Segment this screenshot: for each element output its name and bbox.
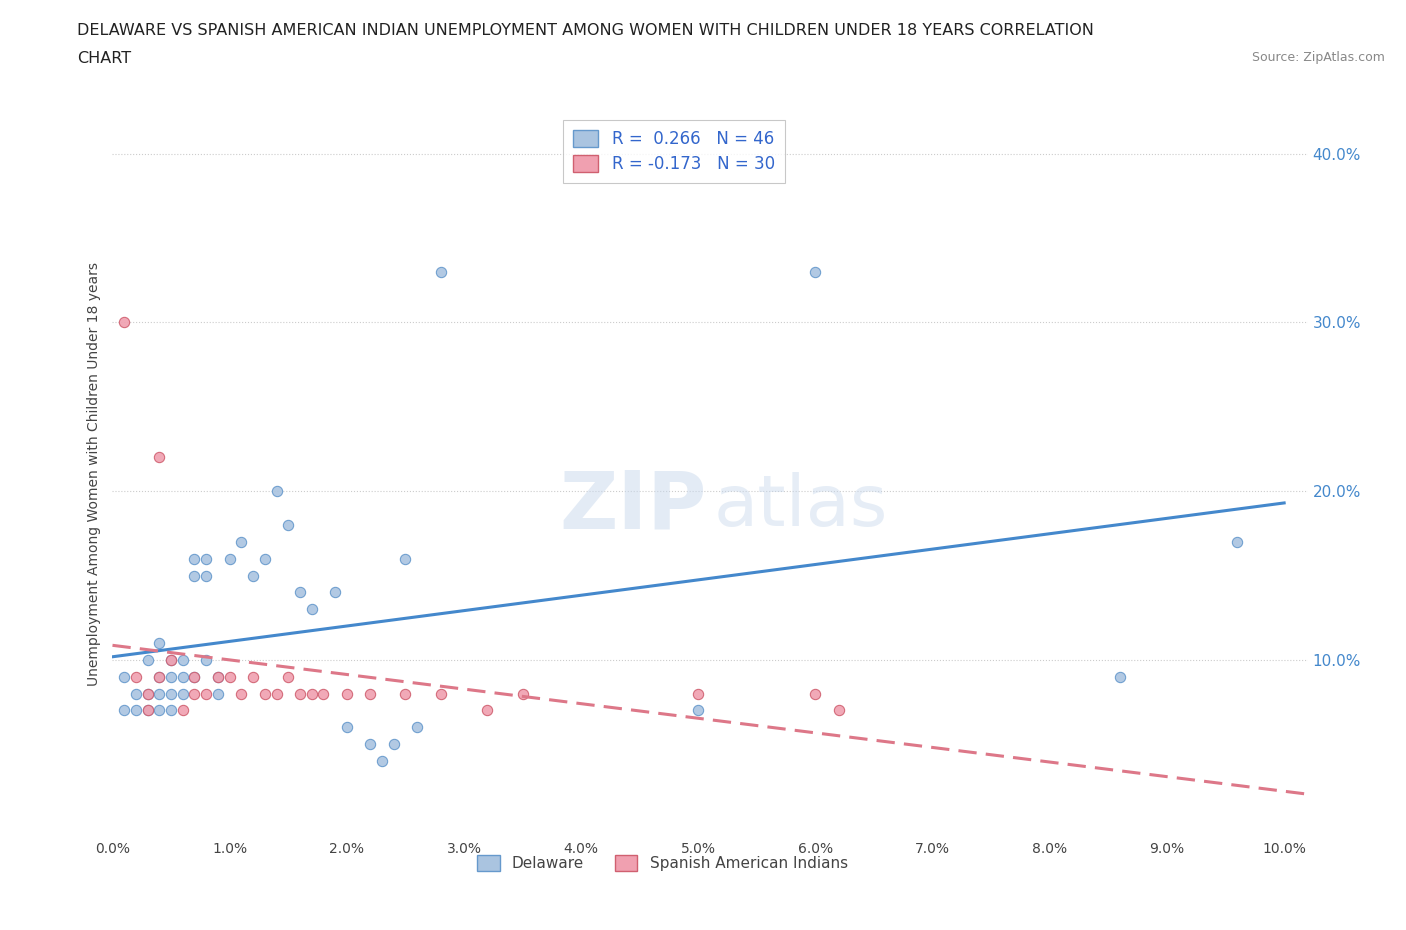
- Point: [336, 720, 359, 735]
- Point: [301, 686, 323, 701]
- Point: [429, 686, 451, 701]
- Point: [160, 653, 183, 668]
- Point: [253, 551, 276, 566]
- Point: [1226, 535, 1249, 550]
- Point: [148, 635, 170, 650]
- Point: [207, 686, 229, 701]
- Point: [218, 670, 240, 684]
- Point: [172, 703, 194, 718]
- Text: DELAWARE VS SPANISH AMERICAN INDIAN UNEMPLOYMENT AMONG WOMEN WITH CHILDREN UNDER: DELAWARE VS SPANISH AMERICAN INDIAN UNEM…: [77, 23, 1094, 38]
- Point: [160, 703, 183, 718]
- Point: [253, 686, 276, 701]
- Point: [277, 517, 299, 532]
- Point: [277, 670, 299, 684]
- Point: [207, 670, 229, 684]
- Point: [136, 653, 159, 668]
- Point: [195, 568, 218, 583]
- Point: [148, 670, 170, 684]
- Point: [1109, 670, 1132, 684]
- Point: [688, 686, 710, 701]
- Point: [112, 670, 135, 684]
- Point: [148, 450, 170, 465]
- Point: [242, 568, 264, 583]
- Point: [207, 670, 229, 684]
- Point: [512, 686, 534, 701]
- Point: [183, 551, 205, 566]
- Point: [183, 670, 205, 684]
- Point: [125, 686, 148, 701]
- Point: [183, 568, 205, 583]
- Point: [382, 737, 405, 751]
- Point: [242, 670, 264, 684]
- Point: [266, 686, 288, 701]
- Point: [136, 686, 159, 701]
- Point: [160, 686, 183, 701]
- Point: [125, 670, 148, 684]
- Text: ZIP: ZIP: [560, 468, 706, 546]
- Text: Source: ZipAtlas.com: Source: ZipAtlas.com: [1251, 51, 1385, 64]
- Point: [301, 602, 323, 617]
- Point: [394, 551, 416, 566]
- Point: [195, 551, 218, 566]
- Point: [183, 686, 205, 701]
- Point: [359, 686, 381, 701]
- Point: [112, 315, 135, 330]
- Point: [148, 670, 170, 684]
- Point: [371, 753, 394, 768]
- Point: [804, 264, 827, 279]
- Point: [359, 737, 381, 751]
- Point: [160, 653, 183, 668]
- Point: [148, 686, 170, 701]
- Point: [136, 686, 159, 701]
- Point: [688, 703, 710, 718]
- Point: [160, 670, 183, 684]
- Point: [288, 585, 311, 600]
- Point: [148, 703, 170, 718]
- Point: [394, 686, 416, 701]
- Point: [828, 703, 851, 718]
- Point: [195, 686, 218, 701]
- Point: [288, 686, 311, 701]
- Legend: Delaware, Spanish American Indians: Delaware, Spanish American Indians: [467, 845, 858, 880]
- Point: [804, 686, 827, 701]
- Point: [406, 720, 429, 735]
- Point: [312, 686, 335, 701]
- Point: [231, 686, 253, 701]
- Point: [323, 585, 346, 600]
- Text: atlas: atlas: [714, 472, 889, 541]
- Point: [136, 703, 159, 718]
- Point: [218, 551, 240, 566]
- Point: [429, 264, 451, 279]
- Point: [172, 653, 194, 668]
- Point: [183, 670, 205, 684]
- Point: [172, 686, 194, 701]
- Text: CHART: CHART: [77, 51, 131, 66]
- Point: [336, 686, 359, 701]
- Point: [125, 703, 148, 718]
- Y-axis label: Unemployment Among Women with Children Under 18 years: Unemployment Among Women with Children U…: [87, 262, 101, 686]
- Point: [477, 703, 499, 718]
- Point: [112, 703, 135, 718]
- Point: [231, 535, 253, 550]
- Point: [195, 653, 218, 668]
- Point: [172, 670, 194, 684]
- Point: [136, 703, 159, 718]
- Point: [266, 484, 288, 498]
